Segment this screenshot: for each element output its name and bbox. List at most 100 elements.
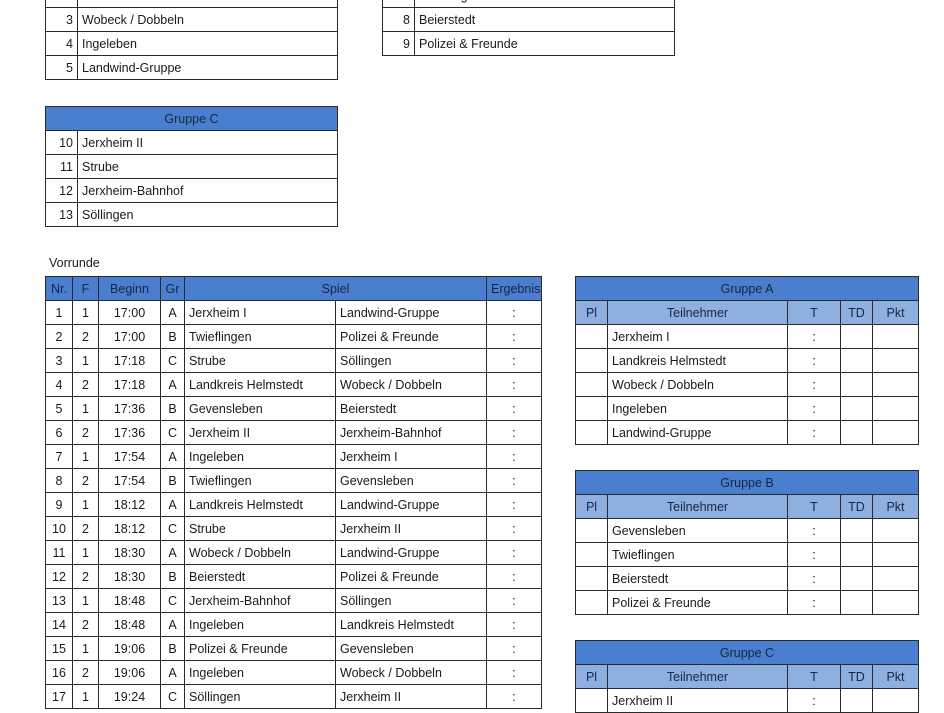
home-team: Strube (184, 516, 336, 541)
group: C (160, 588, 185, 613)
start-time: 19:06 (98, 660, 161, 685)
points (872, 688, 919, 713)
team-name: Landwind-Gruppe (607, 420, 788, 445)
start-time: 19:24 (98, 684, 161, 709)
team-name: Landkreis Helmstedt (607, 348, 788, 373)
home-team: Twieflingen (184, 468, 336, 493)
place (575, 348, 608, 373)
table-row: 7 1 17:54 A Ingeleben Jerxheim I: (45, 444, 543, 469)
column-header-pl: Pl (575, 300, 608, 325)
column-header-spiel: Spiel (183, 276, 488, 301)
table-header-row: Gruppe C (575, 640, 919, 665)
result[interactable]: : (486, 684, 543, 709)
result[interactable]: : (486, 636, 543, 661)
group: B (160, 636, 185, 661)
team-name: Strube (77, 154, 338, 179)
field: 2 (72, 468, 99, 493)
start-time: 17:00 (98, 300, 161, 325)
column-header-t: T (787, 300, 841, 325)
result[interactable]: : (486, 300, 543, 325)
result[interactable]: : (486, 348, 543, 373)
result[interactable]: : (486, 612, 543, 637)
team-name: Twieflingen (414, 0, 675, 8)
match-number: 10 (45, 516, 73, 541)
group: C (160, 348, 185, 373)
goal-difference (840, 348, 873, 373)
table-row: 10 2 18:12 C Strube Jerxheim II: (45, 516, 543, 541)
away-team: Landwind-Gruppe (334, 540, 488, 565)
result[interactable]: : (486, 516, 543, 541)
place (575, 396, 608, 421)
team-list-table: 2Landkreis Helmstedt3Wobeck / Dobbeln4In… (45, 0, 338, 80)
group-title: Gruppe A (574, 276, 920, 301)
team-list-table: Gruppe C 10 Jerxheim II 11 Strube 12 Jerxheim-… (45, 106, 338, 227)
result[interactable]: : (486, 588, 543, 613)
place (575, 688, 608, 713)
home-team: Jerxheim-Bahnhof (184, 588, 336, 613)
table-subheader-row: Pl Teilnehmer T TD Pkt (575, 494, 920, 519)
result[interactable]: : (486, 444, 543, 469)
match-number: 3 (45, 348, 73, 373)
points (871, 566, 920, 591)
column-header-pkt: Pkt (872, 664, 919, 689)
group: C (160, 684, 185, 709)
table-row: 6 2 17:36 C Jerxheim II Jerxheim-Bahnhof: (45, 420, 543, 445)
goals: : (787, 372, 841, 397)
start-time: 18:48 (98, 612, 161, 637)
list-item: 5 Landwind-Gruppe (45, 55, 338, 80)
result[interactable]: : (486, 540, 543, 565)
home-team: Strube (184, 348, 336, 373)
table-row: Beierstedt: (575, 566, 920, 591)
team-name: Wobeck / Dobbeln (607, 372, 788, 397)
group: A (160, 660, 185, 685)
place (575, 542, 608, 567)
column-header-td: TD (840, 664, 873, 689)
result[interactable]: : (486, 564, 543, 589)
goal-difference (840, 420, 873, 445)
group: A (160, 300, 185, 325)
list-item: 11 Strube (45, 154, 338, 179)
away-team: Söllingen (334, 588, 488, 613)
list-item: 7Twieflingen (382, 0, 675, 8)
start-time: 18:12 (98, 516, 161, 541)
result[interactable]: : (486, 420, 543, 445)
team-number: 4 (45, 31, 78, 56)
list-item: 3 Wobeck / Dobbeln (45, 7, 338, 32)
list-item: 10 Jerxheim II (45, 130, 338, 155)
result[interactable]: : (486, 324, 543, 349)
field: 2 (72, 516, 99, 541)
home-team: Gevensleben (184, 396, 336, 421)
table-row: Wobeck / Dobbeln: (575, 372, 920, 397)
column-header-nr: Nr. (45, 276, 73, 301)
result[interactable]: : (486, 396, 543, 421)
table-row: 4 2 17:18 A Landkreis Helmstedt Wobeck / Dobb… (45, 372, 543, 397)
place (575, 420, 608, 445)
points (871, 396, 920, 421)
column-header-teilnehmer: Teilnehmer (607, 664, 788, 689)
match-number: 12 (45, 564, 73, 589)
result[interactable]: : (486, 492, 543, 517)
table-row: 1 1 17:00 A Jerxheim I Landwind-Gruppe: (45, 300, 543, 325)
field: 1 (72, 588, 99, 613)
start-time: 18:48 (98, 588, 161, 613)
result[interactable]: : (486, 372, 543, 397)
column-header-beginn: Beginn (98, 276, 161, 301)
match-number: 9 (45, 492, 73, 517)
group: B (160, 324, 185, 349)
table-row: Landkreis Helmstedt: (575, 348, 920, 373)
place (575, 518, 608, 543)
result[interactable]: : (486, 468, 543, 493)
field: 2 (72, 372, 99, 397)
match-number: 16 (45, 660, 73, 685)
away-team: Jerxheim II (334, 516, 488, 541)
team-name: Söllingen (77, 202, 338, 227)
group: B (160, 564, 185, 589)
result[interactable]: : (486, 660, 543, 685)
table-header-row: Nr. F Beginn Gr Spiel Ergebnis (45, 276, 543, 301)
start-time: 18:12 (98, 492, 161, 517)
field: 2 (72, 564, 99, 589)
list-item: 4 Ingeleben (45, 31, 338, 56)
team-number: 13 (45, 202, 78, 227)
list-item: 9 Polizei & Freunde (382, 31, 675, 56)
match-number: 11 (45, 540, 73, 565)
